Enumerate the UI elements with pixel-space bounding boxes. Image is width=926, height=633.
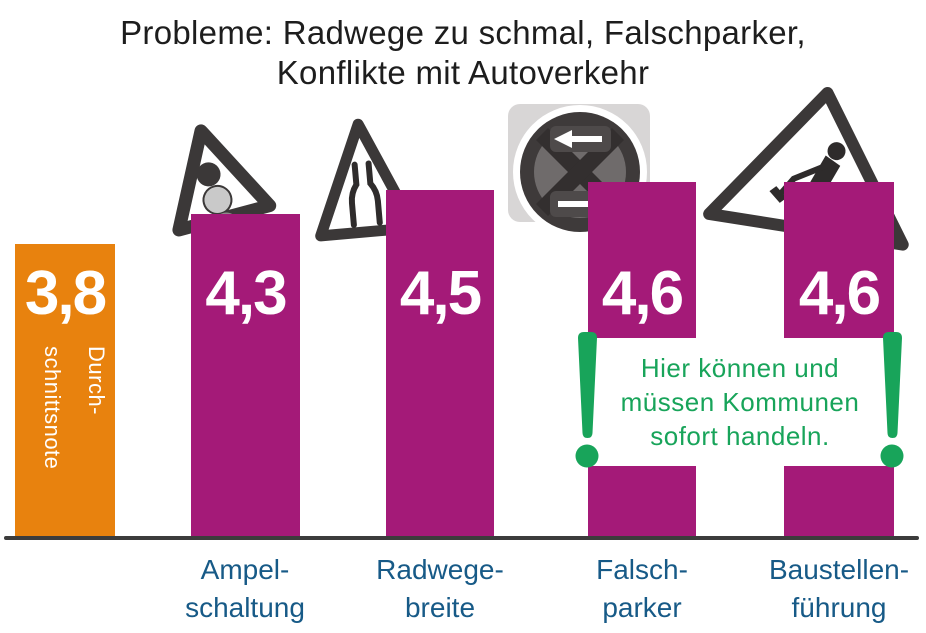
- category-label-radwegebreite: Radwege- breite: [320, 551, 560, 627]
- category-label-baustellenfuehrung: Baustellen- führung: [719, 551, 926, 627]
- annotation-line1: Hier können und: [640, 353, 840, 383]
- bar-radwegebreite: 4,5: [386, 190, 494, 537]
- bar-value-baustellenfuehrung: 4,6: [798, 259, 881, 328]
- category-label-line2: schaltung: [185, 592, 305, 623]
- annotation-text: Hier können und müssen Kommunen sofort h…: [572, 351, 908, 453]
- side-label-line1: Durch-: [84, 346, 109, 416]
- category-label-line2: führung: [791, 592, 887, 623]
- category-label-line2: breite: [404, 592, 476, 623]
- category-label-falschparker: Falsch- parker: [522, 551, 762, 627]
- category-label-line2: parker: [602, 592, 682, 623]
- bar-durchschnittsnote: 3,8: [15, 244, 115, 537]
- bar-value-durchschnittsnote: 3,8: [24, 259, 107, 328]
- chart-title-line2: Konflikte mit Autoverkehr: [276, 54, 650, 91]
- bar-ampelschaltung: 4,3: [191, 214, 300, 537]
- bar-value-radwegebreite: 4,5: [399, 259, 482, 328]
- bar-value-falschparker: 4,6: [601, 259, 684, 328]
- category-label-ampelschaltung: Ampel- schaltung: [125, 551, 365, 627]
- exclamation-mark-right-icon: [880, 332, 904, 468]
- average-grade-side-label: Durch- schnittsnote: [30, 346, 118, 541]
- category-label-line1: Baustellen-: [768, 554, 910, 585]
- side-label-line2: schnittsnote: [40, 346, 65, 470]
- annotation-line3: sofort handeln.: [650, 421, 830, 451]
- exclamation-mark-left-icon: [575, 332, 599, 468]
- category-label-line1: Falsch-: [596, 554, 688, 585]
- chart-title-line1: Probleme: Radwege zu schmal, Falschparke…: [120, 14, 806, 51]
- annotation-background: [572, 338, 908, 466]
- x-axis-line: [4, 536, 919, 540]
- bar-value-ampelschaltung: 4,3: [205, 259, 287, 328]
- annotation-line2: müssen Kommunen: [620, 387, 860, 417]
- chart-title: Probleme: Radwege zu schmal, Falschparke…: [0, 13, 926, 93]
- category-label-line1: Radwege-: [376, 554, 504, 585]
- category-label-line1: Ampel-: [200, 554, 290, 585]
